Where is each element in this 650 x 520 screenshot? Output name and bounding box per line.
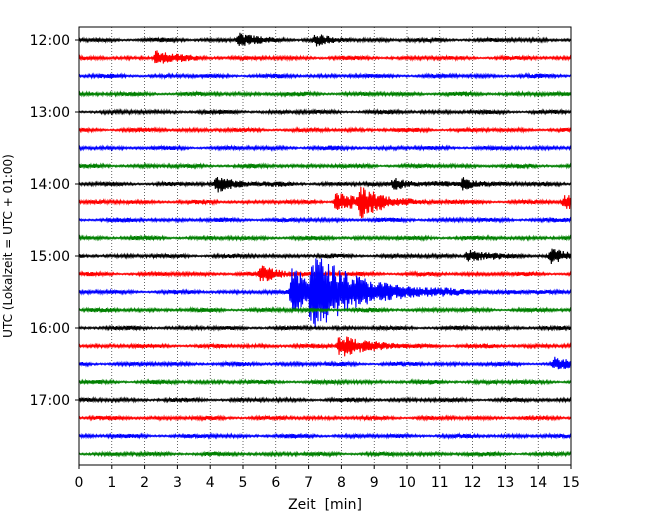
trace-1515 — [78, 265, 572, 282]
x-tick-label: 6 — [271, 475, 280, 491]
x-tick-label: 14 — [529, 475, 547, 491]
trace-1345 — [78, 162, 572, 170]
y-tick-label: 14:00 — [30, 177, 70, 193]
trace-1545 — [78, 306, 572, 314]
trace-1330 — [78, 144, 572, 152]
trace-1615 — [78, 336, 572, 357]
y-tick-label: 17:00 — [30, 393, 70, 409]
x-tick-label: 3 — [173, 475, 182, 491]
trace-1245 — [78, 90, 572, 98]
x-tick-label: 5 — [239, 475, 248, 491]
x-tick-label: 10 — [398, 475, 416, 491]
x-grid — [111, 27, 539, 465]
trace-1315 — [78, 126, 572, 134]
x-tick-label: 12 — [464, 475, 482, 491]
trace-1530 — [78, 258, 572, 329]
trace-1645 — [78, 378, 572, 386]
trace-1300 — [78, 108, 572, 116]
y-tick-label: 15:00 — [30, 249, 70, 265]
trace-1445 — [78, 234, 572, 242]
trace-1730 — [78, 431, 572, 440]
x-tick-label: 11 — [431, 475, 449, 491]
y-tick-label: 16:00 — [30, 321, 70, 337]
x-axis: 0 1 2 3 4 5 6 7 8 9 10 11 12 13 14 15 — [75, 465, 580, 491]
trace-1230 — [78, 72, 572, 80]
trace-1500 — [78, 248, 572, 264]
trace-1630 — [78, 356, 572, 370]
plot-background — [79, 27, 571, 465]
trace-1400 — [78, 177, 572, 193]
x-tick-label: 0 — [75, 475, 84, 491]
x-tick-label: 13 — [496, 475, 514, 491]
trace-1715 — [78, 414, 572, 422]
x-tick-label: 8 — [337, 475, 346, 491]
y-tick-label: 12:00 — [30, 33, 70, 49]
x-tick-label: 1 — [107, 475, 116, 491]
trace-1200 — [78, 32, 572, 47]
x-tick-label: 4 — [206, 475, 215, 491]
x-tick-label: 15 — [562, 475, 580, 491]
trace-group — [78, 32, 572, 459]
trace-1415 — [78, 186, 572, 219]
trace-1430 — [78, 216, 572, 224]
plot-frame — [78, 26, 572, 466]
x-axis-label: Zeit [min] — [288, 497, 362, 513]
x-tick-label: 9 — [370, 475, 379, 491]
trace-1600 — [78, 324, 572, 332]
y-axis: 12:00 13:00 14:00 15:00 16:00 17:00 — [30, 33, 79, 409]
trace-1215 — [78, 50, 572, 64]
y-axis-label: UTC (Lokalzeit = UTC + 01:00) — [1, 154, 15, 338]
x-tick-label: 2 — [140, 475, 149, 491]
y-tick-label: 13:00 — [30, 105, 70, 121]
trace-1700 — [78, 396, 572, 404]
trace-1745 — [78, 450, 572, 459]
x-tick-label: 7 — [304, 475, 313, 491]
